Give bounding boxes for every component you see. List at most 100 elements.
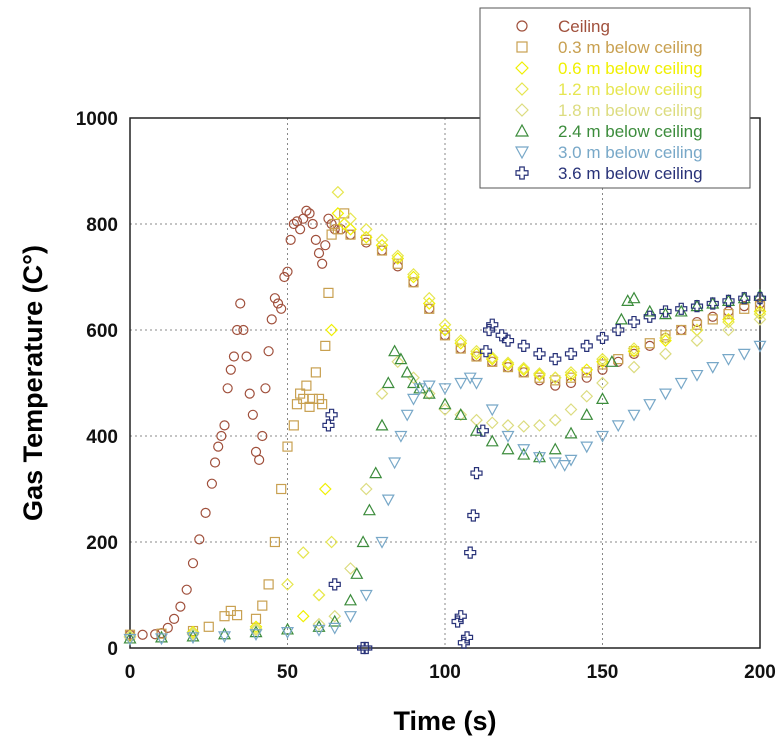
data-point (605, 355, 619, 367)
legend-label: 0.3 m below ceiling (558, 38, 703, 57)
data-point (209, 457, 221, 468)
data-point (407, 270, 420, 284)
data-point (186, 626, 200, 640)
data-point (706, 297, 719, 310)
data-point (332, 224, 343, 235)
data-point (721, 354, 736, 366)
data-point (596, 331, 609, 345)
data-point (331, 185, 345, 199)
y-tick-label: 600 (86, 321, 118, 342)
legend-marker (515, 82, 529, 96)
data-point (362, 503, 376, 516)
legend-label: 0.6 m below ceiling (558, 59, 703, 78)
data-point (517, 444, 531, 456)
data-point (548, 442, 562, 455)
data-point (375, 418, 389, 431)
series-4 (123, 185, 767, 643)
data-point (721, 294, 736, 306)
data-point (235, 298, 246, 309)
data-point (400, 365, 414, 378)
data-point (249, 623, 263, 637)
data-point (186, 625, 200, 639)
data-point (222, 383, 233, 394)
data-point (169, 613, 180, 624)
data-point (238, 324, 249, 336)
data-point (359, 482, 373, 496)
data-point (257, 600, 268, 611)
data-point (394, 352, 408, 365)
x-tick-label: 200 (744, 662, 776, 683)
data-point (263, 346, 274, 357)
y-axis-title: Gas Temperature (C°) (18, 245, 48, 521)
data-point (690, 299, 704, 312)
legend-label: Ceiling (558, 17, 610, 36)
data-point (213, 441, 224, 452)
data-point (282, 266, 293, 277)
data-point (276, 483, 287, 495)
legend-marker (515, 166, 529, 180)
x-axis-title: Time (s) (393, 706, 496, 736)
data-point (533, 367, 546, 380)
data-point (328, 614, 342, 627)
data-point (454, 408, 468, 422)
data-point (627, 342, 641, 355)
data-point (518, 367, 529, 378)
data-point (356, 535, 370, 548)
data-point (722, 315, 735, 329)
data-point (469, 423, 484, 436)
data-point (502, 362, 514, 373)
data-point (706, 296, 720, 309)
data-point (422, 297, 436, 310)
data-point (581, 367, 592, 378)
data-point (323, 287, 334, 298)
data-point (438, 403, 452, 416)
plot-frame (129, 117, 761, 649)
data-point (312, 624, 326, 637)
data-point (280, 622, 295, 635)
data-point (454, 336, 468, 350)
data-point (301, 380, 312, 391)
legend-marker (515, 103, 529, 117)
data-point (206, 478, 217, 489)
legend-label: 3.0 m below ceiling (558, 143, 703, 162)
data-point (325, 535, 338, 549)
legend-items: Ceiling 0.3 m below ceiling 0.6 m below ce… (514, 17, 703, 183)
data-point (162, 622, 173, 633)
data-point (723, 309, 734, 320)
data-point (596, 352, 609, 366)
data-point (281, 578, 294, 591)
data-point (517, 361, 531, 375)
data-point (517, 339, 530, 352)
data-point (203, 621, 214, 632)
data-point (707, 311, 718, 322)
data-point (282, 441, 293, 452)
data-point (469, 377, 484, 390)
data-point (328, 622, 342, 635)
data-point (691, 319, 703, 330)
data-point (485, 351, 499, 364)
data-point (375, 238, 389, 252)
data-point (659, 305, 672, 318)
data-point (249, 625, 263, 638)
legend-marker (516, 20, 528, 32)
data-point (359, 230, 373, 244)
legend-label: 2.4 m below ceiling (558, 122, 703, 141)
data-point (288, 420, 299, 431)
legend: Ceiling 0.3 m below ceiling 0.6 m below ce… (479, 7, 751, 189)
data-point (595, 392, 610, 404)
data-point (564, 366, 578, 379)
data-point (304, 208, 315, 219)
data-point (391, 355, 405, 369)
data-point (659, 331, 672, 345)
data-point (627, 291, 641, 304)
data-point (627, 409, 641, 422)
data-point (548, 413, 562, 427)
data-point (501, 356, 515, 370)
data-point (534, 372, 545, 383)
data-point (580, 389, 594, 403)
data-point (344, 212, 357, 226)
data-point (407, 268, 420, 281)
data-point (533, 419, 546, 432)
data-point (381, 494, 395, 507)
